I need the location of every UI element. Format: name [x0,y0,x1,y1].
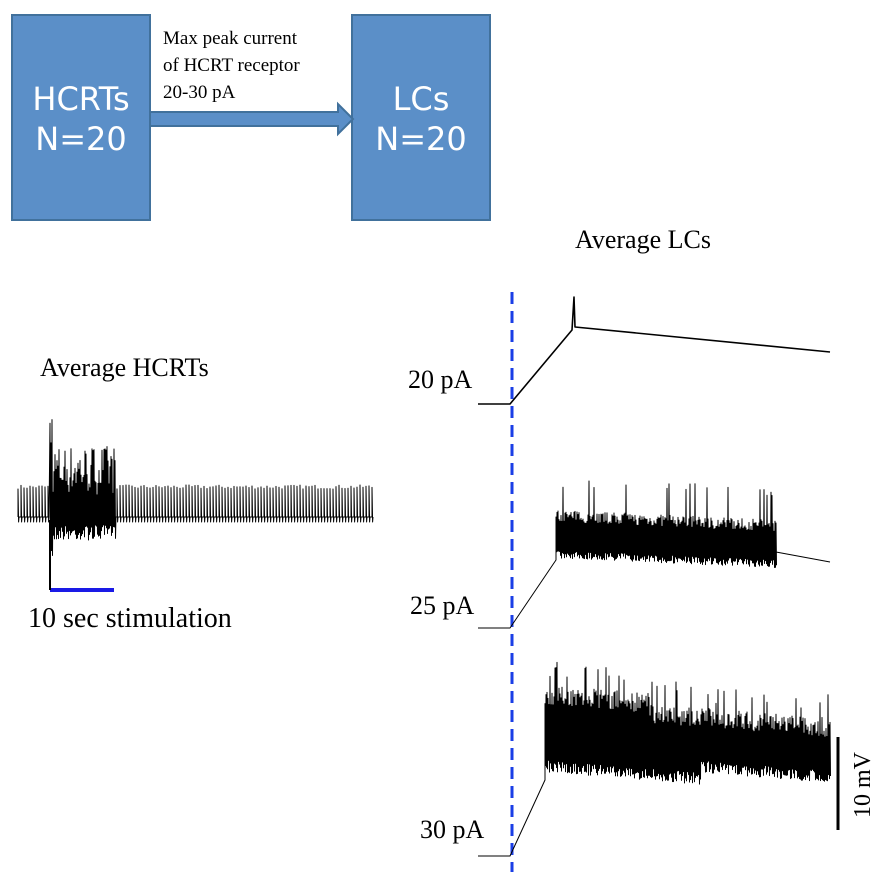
panel-title: Average HCRTs [40,353,209,382]
trace-label: 25 pA [410,591,475,620]
box-label: HCRTs [32,80,129,118]
hcrt-box [11,14,151,221]
arrow-label: 20-30 pA [163,82,236,103]
lc-box [351,14,491,221]
trace [478,661,831,857]
scale-label: 10 mV [850,751,876,818]
arrow-label: Max peak current [163,28,298,49]
trace-label: 20 pA [408,365,473,394]
panel-title: Average LCs [575,225,711,254]
trace-label: 30 pA [420,815,485,844]
trace [17,419,374,558]
box-count: N=20 [35,120,126,158]
trace [478,480,831,629]
stimulus-label: 10 sec stimulation [28,603,232,634]
box-count: N=20 [375,120,466,158]
arrow-label: of HCRT receptor [163,55,300,76]
arrow [149,101,355,137]
trace [478,296,831,405]
box-label: LCs [393,80,450,118]
